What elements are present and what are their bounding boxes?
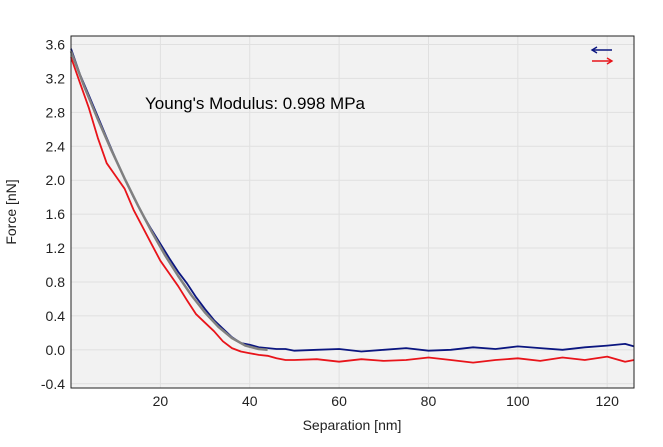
y-tick-label: 2.0 — [46, 172, 66, 188]
x-tick-label: 40 — [242, 393, 258, 409]
y-tick-label: -0.4 — [41, 376, 65, 392]
series-layer — [69, 48, 635, 364]
x-axis-ticks: 20 40 60 80 100 120 — [153, 393, 620, 409]
y-tick-label: 1.6 — [46, 206, 66, 222]
y-tick-label: 2.8 — [46, 104, 66, 120]
youngs-modulus-annotation: Young's Modulus: 0.998 MPa — [145, 94, 366, 113]
grid-layer — [71, 36, 634, 388]
y-axis-ticks: 3.6 3.2 2.8 2.4 2.0 1.6 1.2 0.8 0.4 0.0 -0.4 — [41, 36, 65, 391]
plot-area — [71, 36, 634, 388]
retract-series-line — [70, 56, 635, 364]
arrow-right-icon — [592, 57, 614, 65]
x-tick-label: 120 — [596, 393, 620, 409]
y-tick-label: 3.2 — [46, 70, 66, 86]
x-tick-label: 100 — [506, 393, 530, 409]
fit-series-line — [69, 50, 268, 352]
x-axis-title: Separation [nm] — [303, 417, 402, 433]
y-tick-label: 0.8 — [46, 274, 66, 290]
x-tick-label: 20 — [153, 393, 169, 409]
legend — [590, 46, 614, 65]
y-axis-title: Force [nN] — [3, 179, 19, 244]
y-tick-label: 2.4 — [46, 138, 66, 154]
x-tick-label: 80 — [421, 393, 437, 409]
y-tick-label: 3.6 — [46, 36, 66, 52]
x-tick-label: 60 — [331, 393, 347, 409]
y-tick-label: 0.4 — [46, 308, 66, 324]
plot-frame — [70, 35, 635, 389]
y-tick-label: 1.2 — [46, 240, 66, 256]
y-tick-label: 0.0 — [46, 342, 66, 358]
arrow-left-icon — [590, 46, 612, 54]
